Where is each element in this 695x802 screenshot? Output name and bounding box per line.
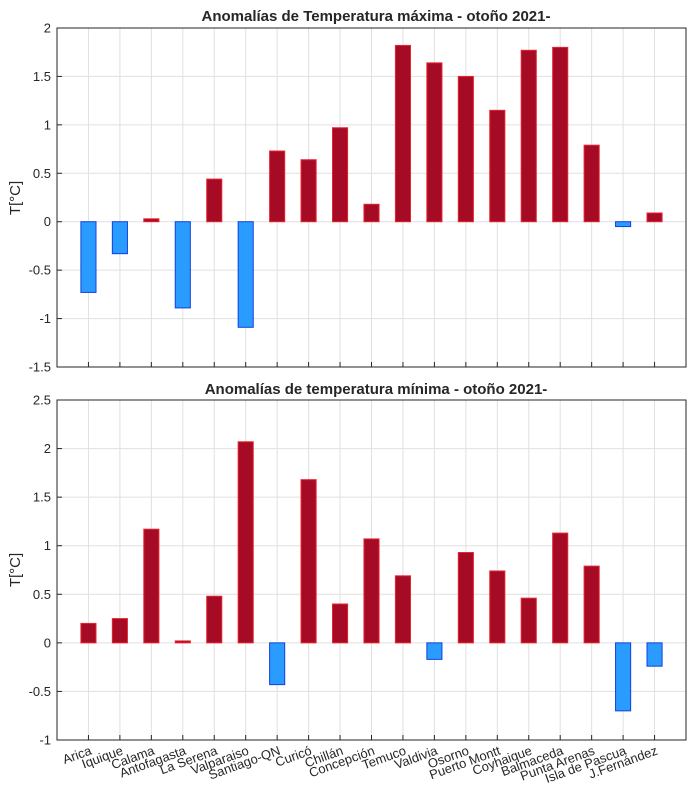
bar-puerto-montt [489, 570, 506, 644]
bar-punta-arenas [583, 144, 600, 223]
bar-arica [80, 221, 97, 293]
bar-balmaceda [552, 532, 569, 644]
bar-chill-n [332, 603, 349, 644]
y-tick-label: 1 [44, 117, 51, 132]
bar-arica [80, 622, 97, 644]
bar-santiago-qn [269, 642, 286, 686]
bar-temuco [394, 575, 411, 644]
chart-max-yticks: -1.5 -1 -0.5 0 0.5 1 1.5 2 [29, 21, 51, 375]
y-tick-label: 1 [44, 538, 51, 553]
bar-balmaceda [552, 46, 569, 223]
bar-calama [143, 528, 160, 644]
y-tick-label: 1.5 [33, 490, 51, 505]
y-tick-label: 2 [44, 21, 51, 36]
y-tick-label: -1.5 [29, 360, 51, 375]
chart-max-title: Anomalías de Temperatura máxima - otoño … [202, 8, 551, 25]
bar-valparaiso [237, 441, 254, 644]
bar-coyhaique [520, 49, 537, 223]
bar-concepci-n [363, 538, 380, 644]
bar-la-serena [206, 595, 223, 644]
chart-max-axes [56, 27, 687, 368]
bar-curic- [300, 159, 317, 223]
y-tick-label: 0.5 [33, 166, 51, 181]
chart-min-ylabel: T[°C] [7, 553, 24, 587]
y-tick-label: -1 [39, 733, 51, 748]
bar-iquique [111, 618, 128, 644]
y-tick-label: -1 [39, 311, 51, 326]
bar-santiago-qn [269, 150, 286, 223]
chart-min-yticks: -1 -0.5 0 0.5 1 1.5 2 2.5 [29, 393, 51, 748]
y-tick-label: 2 [44, 441, 51, 456]
bar-isla-de-pascua [615, 642, 632, 712]
bar-isla-de-pascua [615, 221, 632, 228]
chart-max-temperature: Anomalías de Temperatura máxima - otoño … [7, 8, 687, 375]
y-tick-label: 0 [44, 214, 51, 229]
bar-osorno [457, 75, 474, 223]
y-tick-label: -0.5 [29, 684, 51, 699]
bar-antofagasta [174, 640, 191, 644]
bar-la-serena [206, 178, 223, 223]
bar-temuco [394, 44, 411, 223]
bar-osorno [457, 552, 474, 644]
y-tick-label: -0.5 [29, 263, 51, 278]
y-tick-label: 0.5 [33, 587, 51, 602]
chart-max-ylabel: T[°C] [7, 181, 24, 215]
bar-coyhaique [520, 597, 537, 644]
bar-calama [143, 218, 160, 223]
bar-antofagasta [174, 221, 191, 309]
bar-j-fern-ndez [646, 642, 663, 667]
bar-valdivia [426, 62, 443, 223]
bar-puerto-montt [489, 109, 506, 223]
bar-concepci-n [363, 203, 380, 223]
y-tick-label: 2.5 [33, 393, 51, 408]
chart-max-bars [80, 44, 663, 328]
bar-valdivia [426, 642, 443, 660]
y-tick-label: 1.5 [33, 69, 51, 84]
bar-punta-arenas [583, 565, 600, 644]
bar-chill-n [332, 127, 349, 223]
bar-iquique [111, 221, 128, 255]
y-tick-label: 0 [44, 635, 51, 650]
chart-min-bars [80, 441, 663, 712]
bar-j-fern-ndez [646, 212, 663, 223]
bar-curic- [300, 479, 317, 644]
chart-min-axes [56, 399, 687, 741]
chart-min-title: Anomalías de temperatura mínima - otoño … [205, 381, 548, 398]
bar-valparaiso [237, 221, 254, 328]
